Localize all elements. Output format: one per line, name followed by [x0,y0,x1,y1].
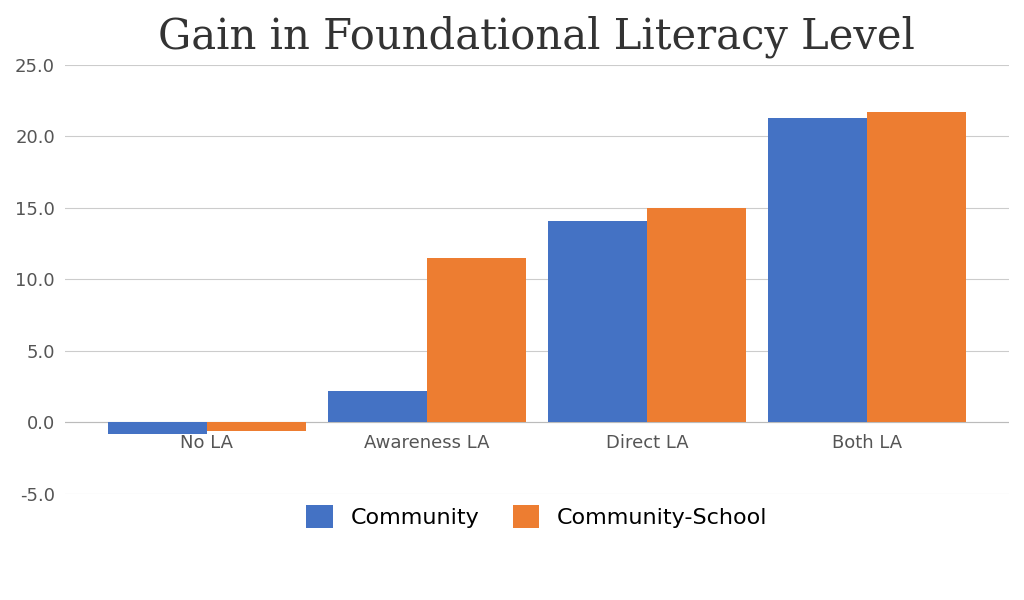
Text: Direct LA: Direct LA [605,434,688,452]
Bar [427,258,526,422]
Title: Gain in Foundational Literacy Level: Gain in Foundational Literacy Level [159,15,915,58]
Bar [328,391,427,422]
Legend: Community, Community-School: Community, Community-School [295,494,778,539]
Text: Both LA: Both LA [831,434,902,452]
Bar [647,208,745,422]
Bar [867,112,966,422]
Bar [548,221,647,422]
Text: No LA: No LA [180,434,233,452]
Bar [108,422,207,434]
Bar [207,422,306,431]
Text: Awareness LA: Awareness LA [365,434,489,452]
Bar [768,118,867,422]
